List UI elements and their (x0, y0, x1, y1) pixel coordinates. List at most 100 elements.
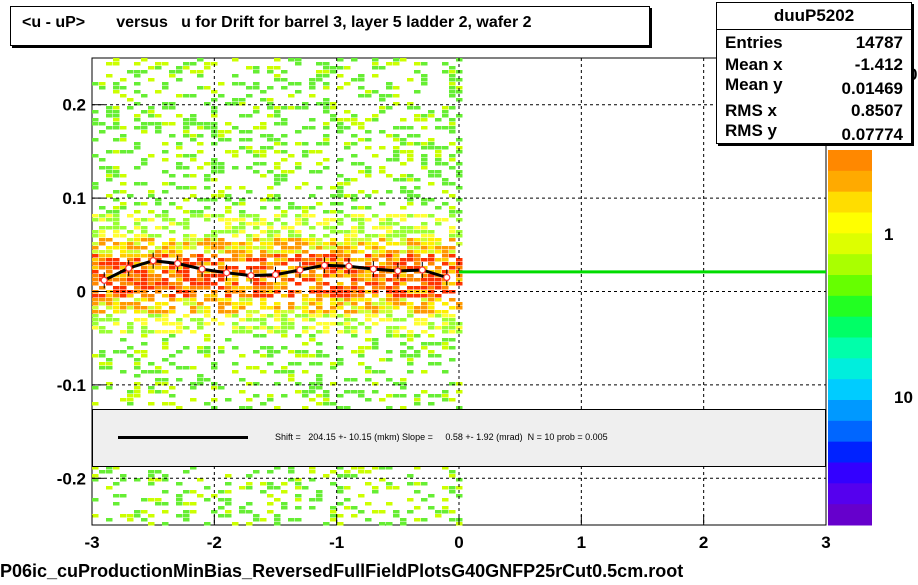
color-bar-cell (828, 233, 872, 255)
stats-value: 0.01469 (841, 79, 903, 98)
heatmap-cell (204, 306, 211, 310)
heatmap-cell (113, 318, 120, 322)
heatmap-cell (113, 138, 120, 142)
heatmap-cell (400, 406, 407, 410)
heatmap-cell (92, 234, 99, 238)
heatmap-cell (92, 302, 99, 306)
heatmap-cell (323, 82, 330, 86)
heatmap-cell (267, 66, 274, 70)
heatmap-cell (365, 482, 372, 486)
heatmap-cell (162, 474, 169, 478)
heatmap-cell (197, 210, 204, 214)
heatmap-cell (407, 334, 414, 338)
heatmap-cell (379, 318, 386, 322)
heatmap-cell (197, 382, 204, 386)
heatmap-cell (330, 286, 337, 290)
heatmap-cell (106, 258, 113, 262)
heatmap-cell (428, 306, 435, 310)
heatmap-cell (400, 250, 407, 254)
heatmap-cell (323, 142, 330, 146)
heatmap-cell (141, 158, 148, 162)
heatmap-cell (365, 366, 372, 370)
heatmap-cell (274, 78, 281, 82)
heatmap-cell (442, 270, 449, 274)
heatmap-cell (113, 494, 120, 498)
heatmap-cell (120, 262, 127, 266)
heatmap-cell (204, 238, 211, 242)
heatmap-cell (365, 262, 372, 266)
heatmap-cell (281, 282, 288, 286)
heatmap-cell (260, 258, 267, 262)
heatmap-cell (225, 310, 232, 314)
heatmap-cell (274, 514, 281, 518)
heatmap-cell (253, 238, 260, 242)
heatmap-cell (99, 286, 106, 290)
heatmap-cell (113, 306, 120, 310)
heatmap-cell (134, 146, 141, 150)
heatmap-cell (246, 318, 253, 322)
heatmap-cell (386, 106, 393, 110)
heatmap-cell (141, 294, 148, 298)
heatmap-cell (218, 286, 225, 290)
heatmap-cell (323, 222, 330, 226)
heatmap-cell (400, 354, 407, 358)
heatmap-cell (183, 154, 190, 158)
heatmap-cell (358, 390, 365, 394)
heatmap-cell (99, 206, 106, 210)
heatmap-cell (239, 250, 246, 254)
heatmap-cell (421, 282, 428, 286)
heatmap-cell (120, 150, 127, 154)
heatmap-cell (148, 482, 155, 486)
heatmap-cell (239, 510, 246, 514)
heatmap-cell (176, 282, 183, 286)
heatmap-cell (253, 266, 260, 270)
heatmap-cell (435, 154, 442, 158)
heatmap-cell (204, 246, 211, 250)
heatmap-cell (232, 234, 239, 238)
heatmap-cell (162, 378, 169, 382)
heatmap-cell (211, 134, 218, 138)
heatmap-cell (253, 326, 260, 330)
x-tick-label: 3 (821, 533, 830, 552)
heatmap-cell (456, 306, 463, 310)
heatmap-cell (148, 190, 155, 194)
heatmap-cell (211, 230, 218, 234)
heatmap-cell (323, 166, 330, 170)
heatmap-cell (442, 390, 449, 394)
heatmap-cell (309, 326, 316, 330)
heatmap-cell (267, 98, 274, 102)
heatmap-cell (372, 486, 379, 490)
heatmap-cell (372, 310, 379, 314)
heatmap-cell (316, 354, 323, 358)
heatmap-cell (302, 486, 309, 490)
heatmap-cell (337, 218, 344, 222)
heatmap-cell (148, 122, 155, 126)
heatmap-cell (421, 518, 428, 522)
heatmap-cell (134, 366, 141, 370)
heatmap-cell (260, 354, 267, 358)
heatmap-cell (204, 242, 211, 246)
heatmap-cell (141, 230, 148, 234)
heatmap-cell (386, 378, 393, 382)
heatmap-cell (169, 286, 176, 290)
heatmap-cell (281, 326, 288, 330)
heatmap-cell (148, 402, 155, 406)
heatmap-cell (302, 206, 309, 210)
heatmap-cell (456, 278, 463, 282)
heatmap-cell (351, 134, 358, 138)
heatmap-cell (239, 486, 246, 490)
heatmap-cell (190, 238, 197, 242)
heatmap-cell (141, 370, 148, 374)
heatmap-cell (449, 122, 456, 126)
heatmap-cell (148, 254, 155, 258)
heatmap-cell (106, 218, 113, 222)
heatmap-cell (365, 278, 372, 282)
heatmap-cell (407, 246, 414, 250)
heatmap-cell (281, 238, 288, 242)
heatmap-cell (190, 286, 197, 290)
heatmap-cell (260, 318, 267, 322)
heatmap-cell (134, 390, 141, 394)
heatmap-cell (218, 310, 225, 314)
heatmap-cell (302, 150, 309, 154)
heatmap-cell (442, 310, 449, 314)
